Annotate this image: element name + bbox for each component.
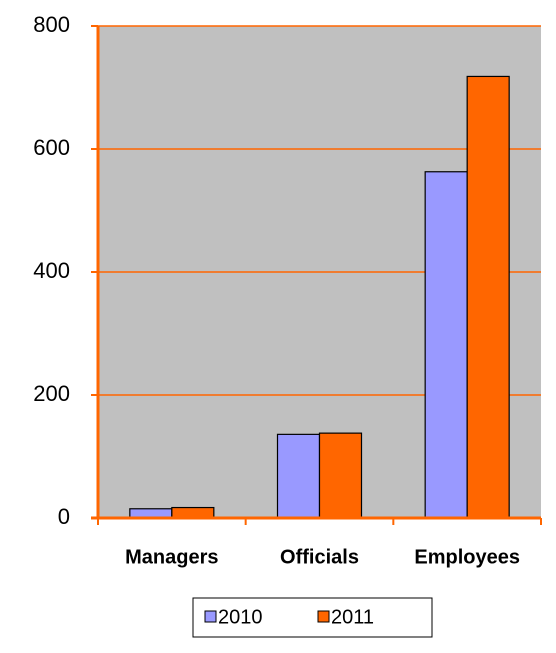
legend-swatch xyxy=(204,610,217,623)
y-tick-label: 400 xyxy=(33,258,70,283)
bar xyxy=(318,432,363,519)
bar xyxy=(424,171,468,519)
x-tick-label: Officials xyxy=(280,546,359,568)
legend-label: 2011 xyxy=(331,606,374,628)
bar xyxy=(466,75,510,519)
y-tick-label: 800 xyxy=(33,12,70,37)
legend-box xyxy=(192,597,433,638)
x-tick-label: Employees xyxy=(414,546,520,568)
y-tick-label: 200 xyxy=(33,381,70,406)
x-tick-label: Managers xyxy=(125,546,218,568)
y-tick-label: 0 xyxy=(58,504,70,529)
y-tick-label: 600 xyxy=(33,135,70,160)
legend-swatch xyxy=(317,610,330,623)
bar xyxy=(276,433,321,519)
legend-label: 2010 xyxy=(218,606,263,628)
bar xyxy=(171,506,215,519)
